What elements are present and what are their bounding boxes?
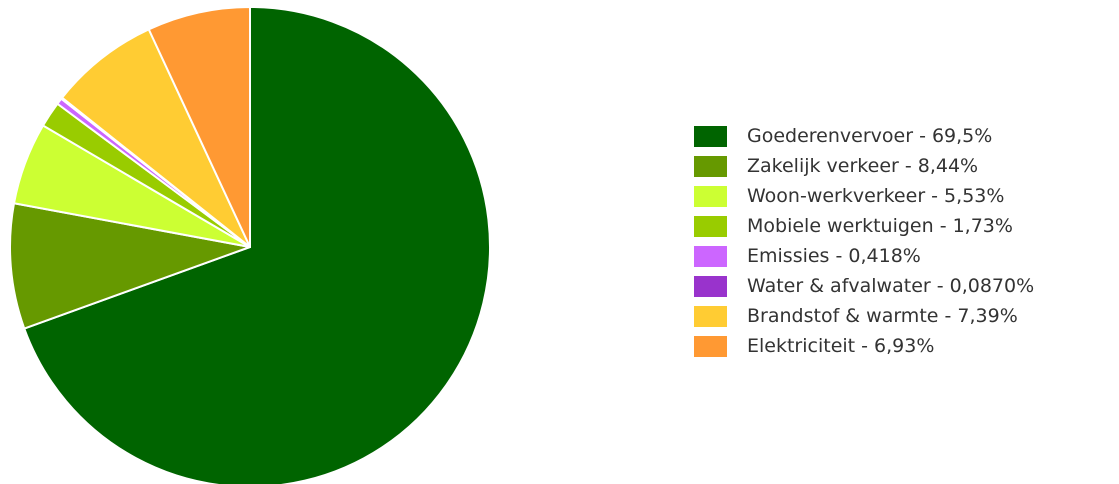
legend-item: Woon-werkverkeer - 5,53%: [694, 181, 1034, 211]
legend-swatch: [694, 245, 727, 267]
legend-label: Brandstof & warmte - 7,39%: [747, 305, 1018, 327]
legend-label: Goederenvervoer - 69,5%: [747, 125, 993, 147]
legend-swatch: [694, 215, 727, 237]
legend-swatch: [694, 125, 727, 147]
legend-item: Goederenvervoer - 69,5%: [694, 121, 1034, 151]
legend-swatch: [694, 305, 727, 327]
legend-label: Elektriciteit - 6,93%: [747, 335, 935, 357]
legend-item: Emissies - 0,418%: [694, 241, 1034, 271]
pie-slice-7: [61, 28, 251, 248]
pie-slice-2: [9, 202, 251, 330]
pie-slice-1: [23, 6, 491, 484]
legend-swatch: [694, 185, 727, 207]
pie-slice-8: [147, 6, 251, 248]
legend-label: Emissies - 0,418%: [747, 245, 921, 267]
legend-item: Brandstof & warmte - 7,39%: [694, 301, 1034, 331]
chart-legend: Goederenvervoer - 69,5% Zakelijk verkeer …: [694, 121, 1034, 361]
legend-label: Zakelijk verkeer - 8,44%: [747, 155, 979, 177]
legend-item: Elektriciteit - 6,93%: [694, 331, 1034, 361]
legend-item: Mobiele werktuigen - 1,73%: [694, 211, 1034, 241]
legend-swatch: [694, 155, 727, 177]
legend-label: Woon-werkverkeer - 5,53%: [747, 185, 1005, 207]
legend-swatch: [694, 275, 727, 297]
legend-swatch: [694, 335, 727, 357]
legend-item: Water & afvalwater - 0,0870%: [694, 271, 1034, 301]
legend-label: Water & afvalwater - 0,0870%: [747, 275, 1035, 297]
legend-label: Mobiele werktuigen - 1,73%: [747, 215, 1013, 237]
legend-item: Zakelijk verkeer - 8,44%: [694, 151, 1034, 181]
